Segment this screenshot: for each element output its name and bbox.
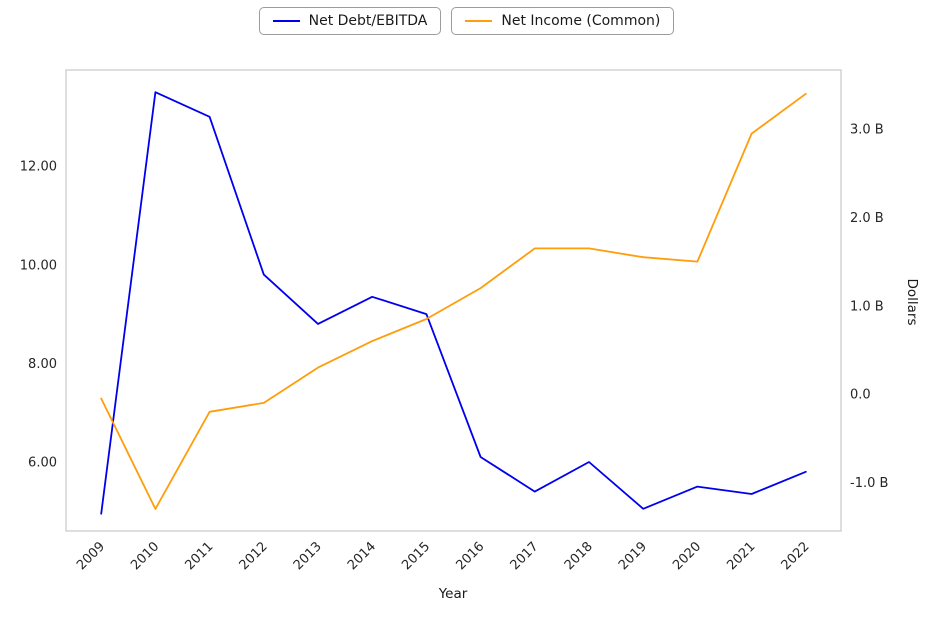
legend-item-net-debt-ebitda[interactable]: Net Debt/EBITDA: [258, 7, 442, 35]
x-tick-label: 2020: [670, 539, 704, 573]
left-y-tick-label: 12.00: [20, 160, 57, 175]
x-tick-label: 2021: [724, 539, 758, 573]
chart-legend: Net Debt/EBITDA Net Income (Common): [0, 7, 933, 35]
x-tick-label: 2022: [779, 539, 813, 573]
x-tick-label: 2013: [291, 539, 325, 573]
x-tick-label: 2019: [616, 539, 650, 573]
legend-label-net-income-common: Net Income (Common): [501, 13, 661, 29]
left-y-tick-label: 8.00: [28, 357, 57, 372]
right-y-axis-title: Dollars: [904, 278, 920, 325]
x-axis-title: Year: [438, 586, 468, 602]
plot-area-border: [65, 69, 842, 532]
x-tick-label: 2016: [453, 539, 487, 573]
left-y-tick-label: 10.00: [20, 258, 57, 273]
right-y-tick-label: 1.0 B: [850, 299, 884, 314]
x-tick-label: 2011: [182, 539, 216, 573]
series-line-1: [100, 92, 807, 510]
x-tick-label: 2012: [237, 539, 271, 573]
legend-item-net-income-common[interactable]: Net Income (Common): [451, 7, 675, 35]
tick-labels-group: 6.00 8.00 10.00 12.00 -1.0 B 0.0 1.0 B 2.0 B 3.0…: [20, 123, 889, 574]
right-y-tick-label: -1.0 B: [850, 476, 888, 491]
legend-label-net-debt-ebitda: Net Debt/EBITDA: [308, 13, 428, 29]
x-tick-label: 2018: [562, 539, 596, 573]
x-tick-label: 2014: [345, 539, 379, 573]
x-tick-label: 2015: [399, 539, 433, 573]
right-y-tick-label: 2.0 B: [850, 211, 884, 226]
right-y-tick-label: 0.0: [850, 388, 871, 403]
series-lines-group: [100, 91, 807, 515]
x-tick-label: 2009: [74, 539, 108, 573]
legend-line-sample-net-debt-ebitda: [272, 20, 300, 22]
legend-line-sample-net-income-common: [465, 20, 493, 22]
x-tick-label: 2010: [128, 539, 162, 573]
left-y-tick-label: 6.00: [28, 455, 57, 470]
right-y-tick-label: 3.0 B: [850, 123, 884, 138]
x-tick-label: 2017: [508, 539, 542, 573]
series-line-0: [100, 91, 807, 515]
